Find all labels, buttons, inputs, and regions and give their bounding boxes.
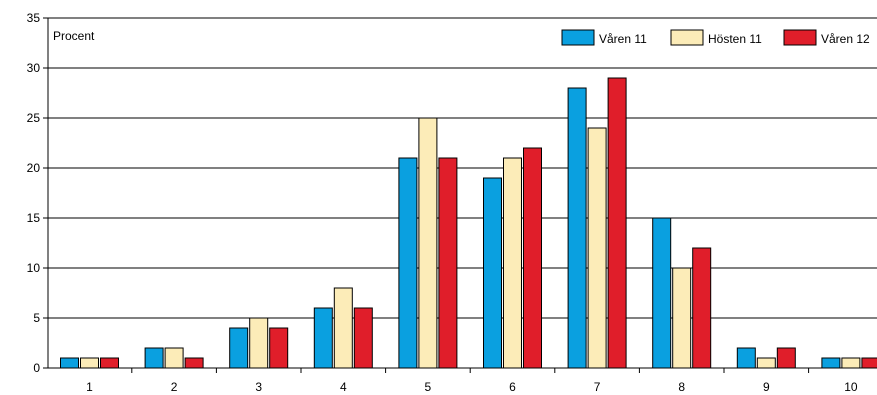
legend-swatch-2 bbox=[670, 29, 704, 46]
x-tick-label-2: 2 bbox=[171, 380, 178, 394]
bar-3-cat-9 bbox=[776, 347, 796, 369]
y-tick-label-35: 35 bbox=[27, 11, 41, 25]
bar-2-cat-1 bbox=[80, 357, 99, 369]
bar-1-cat-3 bbox=[229, 327, 249, 369]
bar-2-cat-2 bbox=[164, 347, 184, 369]
x-tick-label-8: 8 bbox=[678, 380, 685, 394]
y-tick-label-25: 25 bbox=[27, 111, 41, 125]
bar-1-cat-6 bbox=[483, 177, 502, 369]
x-tick-label-6: 6 bbox=[509, 380, 516, 394]
x-axis-ticks: 1 2 3 4 5 6 7 8 9 10 bbox=[48, 367, 877, 394]
x-tick-label-4: 4 bbox=[340, 380, 347, 394]
gridlines bbox=[47, 17, 877, 369]
bar-3-cat-1 bbox=[100, 357, 119, 369]
bar-1-cat-1 bbox=[60, 357, 79, 369]
y-axis-label: Procent bbox=[53, 29, 95, 43]
bar-3-cat-10 bbox=[861, 357, 877, 369]
y-tick-label-10: 10 bbox=[27, 261, 41, 275]
y-tick-label-15: 15 bbox=[27, 211, 41, 225]
x-tick-label-10: 10 bbox=[844, 380, 858, 394]
bar-3-cat-8 bbox=[692, 247, 712, 369]
bar-2-cat-4 bbox=[333, 287, 353, 369]
bar-1-cat-5 bbox=[398, 157, 418, 369]
legend-label-1: Våren 11 bbox=[599, 32, 647, 46]
legend-swatch-1 bbox=[561, 29, 595, 46]
bar-3-cat-4 bbox=[353, 307, 373, 369]
legend-label-3: Våren 12 bbox=[821, 32, 870, 46]
bar-3-cat-3 bbox=[269, 327, 289, 369]
bar-3-cat-5 bbox=[438, 157, 458, 369]
bar-2-cat-9 bbox=[756, 357, 776, 369]
bar-1-cat-4 bbox=[313, 307, 333, 369]
legend-label-2: Hösten 11 bbox=[708, 32, 762, 46]
bar-3-cat-7 bbox=[607, 77, 627, 369]
legend: Våren 11 Hösten 11 Våren 12 bbox=[561, 29, 870, 46]
y-tick-label-0: 0 bbox=[33, 361, 40, 375]
bar-1-cat-10 bbox=[821, 357, 841, 369]
bar-2-cat-8 bbox=[672, 267, 692, 369]
bar-1-cat-7 bbox=[567, 87, 587, 369]
x-tick-label-1: 1 bbox=[86, 380, 93, 394]
bar-1-cat-8 bbox=[652, 217, 672, 369]
x-tick-label-5: 5 bbox=[425, 380, 432, 394]
y-tick-label-30: 30 bbox=[27, 61, 41, 75]
bar-1-cat-9 bbox=[736, 347, 756, 369]
bar-3-cat-6 bbox=[523, 147, 542, 369]
y-tick-label-20: 20 bbox=[27, 161, 41, 175]
bar-2-cat-6 bbox=[503, 157, 522, 369]
bar-1-cat-2 bbox=[144, 347, 164, 369]
y-axis-ticks: 0 5 10 15 20 25 30 35 bbox=[27, 11, 48, 375]
bar-3-cat-2 bbox=[184, 357, 204, 369]
x-tick-label-9: 9 bbox=[763, 380, 770, 394]
bar-2-cat-7 bbox=[587, 127, 607, 369]
bar-2-cat-3 bbox=[249, 317, 269, 369]
bars bbox=[60, 77, 877, 369]
x-tick-label-3: 3 bbox=[255, 380, 262, 394]
bar-2-cat-5 bbox=[418, 117, 438, 369]
y-tick-label-5: 5 bbox=[33, 311, 40, 325]
legend-swatch-3 bbox=[783, 29, 817, 46]
bar-2-cat-10 bbox=[841, 357, 861, 369]
x-tick-label-7: 7 bbox=[594, 380, 601, 394]
